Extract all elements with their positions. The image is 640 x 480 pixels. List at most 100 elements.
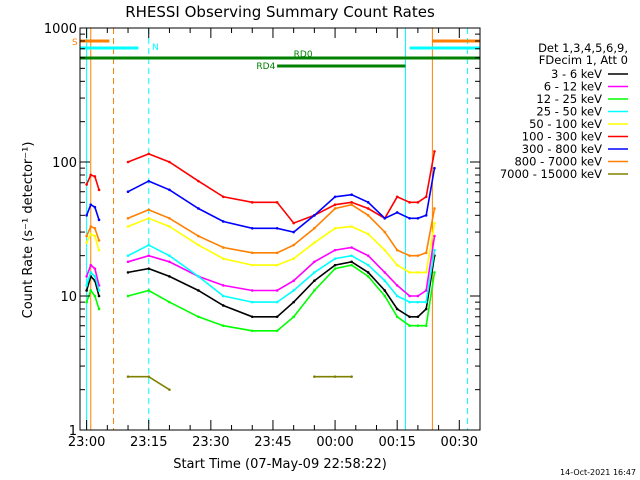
series-point xyxy=(395,195,399,199)
series-point xyxy=(424,214,428,217)
series-point xyxy=(333,203,337,207)
series-point xyxy=(126,190,130,194)
series-point xyxy=(126,160,130,164)
series-point xyxy=(168,225,171,228)
flag-label: RD0 xyxy=(294,50,313,60)
x-tick-label: 23:30 xyxy=(192,435,229,450)
series-point xyxy=(197,234,200,238)
series-line xyxy=(85,217,436,274)
series-point xyxy=(221,195,225,199)
series-point xyxy=(197,289,200,292)
series-point xyxy=(126,375,130,378)
x-tick-label: 23:15 xyxy=(130,435,167,450)
series-point xyxy=(168,160,171,164)
series-point xyxy=(408,201,411,204)
series-point xyxy=(408,300,411,304)
series-point xyxy=(97,289,101,292)
series-point xyxy=(85,300,88,304)
series-point xyxy=(250,201,254,204)
x-tick-label: 00:30 xyxy=(441,435,478,450)
series-point xyxy=(126,271,130,274)
series-point xyxy=(197,243,200,247)
series-point xyxy=(126,294,130,298)
x-axis: 23:00 23:15 23:30 23:45 00:00 00:15 00:30 xyxy=(68,28,481,450)
series-point xyxy=(89,271,93,274)
series-point xyxy=(408,324,411,328)
series-point xyxy=(395,315,399,319)
series-point xyxy=(395,263,399,267)
series-point xyxy=(433,271,436,274)
series-point xyxy=(147,179,151,183)
series-line xyxy=(128,375,352,391)
series-point xyxy=(168,188,171,192)
series-point xyxy=(350,254,353,257)
series-point xyxy=(197,179,200,183)
series-point xyxy=(126,260,130,264)
flag-label: N xyxy=(152,43,159,53)
series-point xyxy=(93,175,97,178)
series-point xyxy=(97,307,101,311)
series-point xyxy=(416,300,420,304)
series-point xyxy=(333,267,337,270)
series-line xyxy=(85,244,436,303)
series-point xyxy=(168,254,171,257)
series-point xyxy=(168,388,171,391)
series-point xyxy=(366,232,370,236)
series-point xyxy=(89,232,93,236)
series-point xyxy=(275,251,279,255)
series-line xyxy=(85,151,436,225)
series-point xyxy=(383,271,387,274)
series-point xyxy=(424,307,428,311)
legend-entry-label: 300 - 800 keV xyxy=(522,142,602,156)
series-point xyxy=(147,375,151,378)
series-point xyxy=(433,207,436,210)
series-point xyxy=(383,294,387,298)
series-point xyxy=(333,195,337,199)
series-point xyxy=(433,166,436,170)
series-point xyxy=(395,284,399,287)
series-point xyxy=(333,248,337,252)
flag-label: RD4 xyxy=(256,62,275,72)
series-point xyxy=(147,208,151,212)
series-point xyxy=(366,263,370,267)
series-point xyxy=(85,275,88,278)
series-point xyxy=(292,300,295,304)
series-point xyxy=(250,289,254,292)
series-point xyxy=(395,307,399,311)
series-point xyxy=(433,234,436,238)
series-point xyxy=(221,294,225,298)
series-point xyxy=(250,315,254,319)
series-point xyxy=(383,230,387,234)
series-point xyxy=(292,221,295,225)
series-point xyxy=(89,263,93,267)
series-point xyxy=(85,214,88,217)
series-point xyxy=(433,150,436,153)
series-point xyxy=(89,225,93,228)
series-point xyxy=(93,294,97,298)
series-point xyxy=(85,289,88,292)
series-point xyxy=(408,254,411,257)
series-point xyxy=(275,300,279,304)
series-point xyxy=(292,243,295,247)
series-point xyxy=(433,248,436,252)
series-point xyxy=(424,195,428,199)
series-point xyxy=(333,375,337,378)
series-point xyxy=(221,257,225,260)
series-point xyxy=(366,254,370,257)
series-point xyxy=(350,203,353,207)
series-point xyxy=(292,289,295,292)
series-point xyxy=(292,257,295,260)
series-point xyxy=(221,220,225,223)
series-point xyxy=(416,254,420,257)
series-point xyxy=(221,284,225,287)
series-point xyxy=(221,246,225,249)
series-point xyxy=(333,207,337,210)
series-point xyxy=(350,246,353,249)
series-point xyxy=(424,271,428,274)
y-tick-label: 1 xyxy=(69,424,77,439)
series-point xyxy=(416,217,420,220)
series-point xyxy=(147,152,151,156)
series-point xyxy=(250,300,254,304)
series-point xyxy=(275,315,279,319)
